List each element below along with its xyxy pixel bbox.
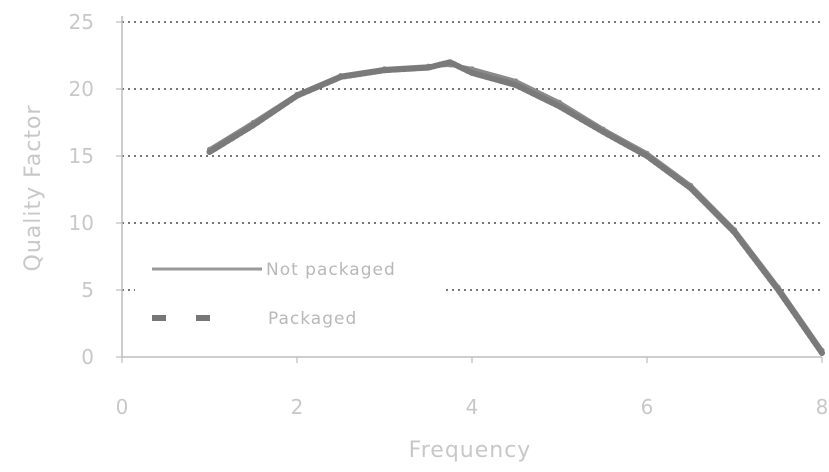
data-point-packaged-6	[447, 59, 453, 65]
data-point-packaged-13	[731, 229, 738, 235]
data-point-packaged-1	[250, 122, 256, 128]
data-point-packaged-14	[775, 287, 781, 293]
tick-labels: 0 2 4 6 8 0 5 10 15 20 25	[69, 10, 829, 419]
x-tick-label-0: 0	[116, 395, 129, 419]
data-point-packaged-8	[513, 82, 519, 88]
legend-label-packaged: Packaged	[268, 309, 357, 329]
legend-box	[135, 240, 445, 340]
x-axis-title: Frequency	[409, 438, 532, 463]
data-point-packaged-7	[469, 70, 475, 76]
data-point-packaged-3	[338, 74, 344, 80]
x-tick-label-3: 6	[641, 395, 654, 419]
y-tick-label-3: 15	[69, 144, 94, 168]
series-layer	[206, 59, 825, 356]
data-point-packaged-11	[644, 153, 650, 159]
data-point-packaged-10	[600, 129, 606, 135]
data-point-packaged-9	[556, 103, 563, 110]
x-tick-label-4: 8	[816, 395, 829, 419]
data-point-packaged-0	[206, 149, 213, 155]
y-tick-label-5: 25	[69, 10, 94, 34]
data-point-packaged-5	[425, 64, 431, 71]
data-point-packaged-2	[294, 93, 300, 99]
data-point-packaged-12	[688, 185, 694, 191]
y-tick-label-0: 0	[81, 345, 94, 369]
x-tick-label-1: 2	[291, 395, 304, 419]
series-line-packaged	[206, 59, 825, 356]
y-tick-label-2: 10	[69, 211, 94, 235]
data-point-packaged-4	[381, 67, 388, 73]
x-tick-label-2: 4	[466, 395, 479, 419]
grid-lines	[122, 21, 822, 291]
data-point-packaged-15	[819, 350, 825, 356]
legend-label-not-packaged: Not packaged	[266, 260, 396, 280]
y-tick-label-4: 20	[69, 77, 94, 101]
y-tick-label-1: 5	[81, 278, 94, 302]
y-axis-title: Quality Factor	[21, 105, 46, 272]
